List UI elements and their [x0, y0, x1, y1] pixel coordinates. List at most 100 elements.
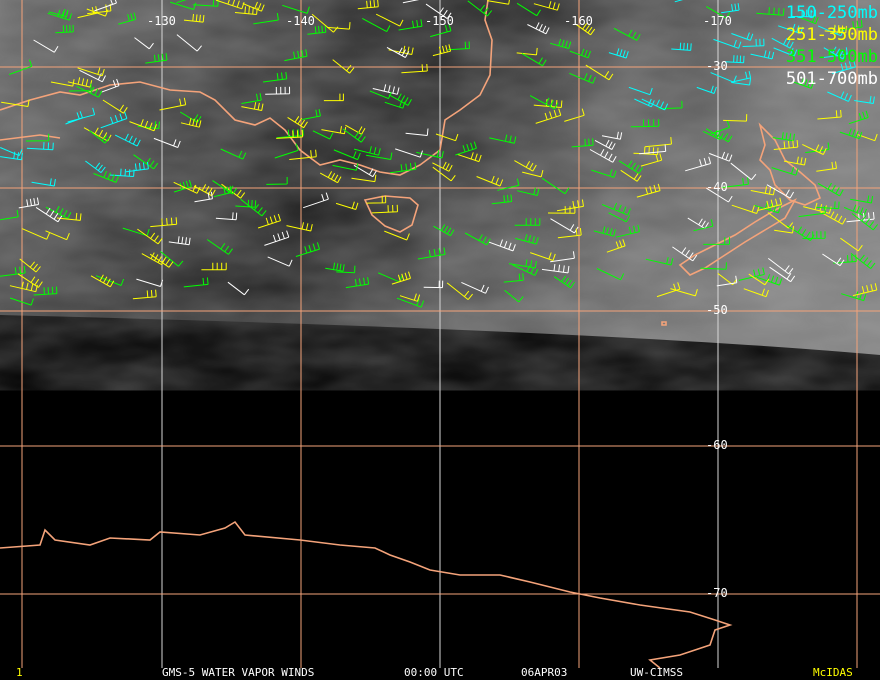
wind-barb [851, 213, 878, 231]
wind-barb [608, 48, 629, 59]
wind-barb [332, 163, 359, 171]
wind-barb [773, 47, 798, 57]
wind-barb [276, 128, 304, 139]
wind-barb [639, 144, 667, 155]
latitude-label: -70 [706, 586, 728, 600]
wind-barb [455, 141, 477, 156]
wind-barb [446, 282, 473, 300]
wind-barb [241, 102, 264, 111]
wind-barb [395, 148, 423, 158]
wind-barb [136, 278, 164, 287]
wind-barb [201, 262, 227, 271]
wind-barb [240, 198, 267, 217]
wind-barb [514, 218, 541, 226]
wind-barb [476, 175, 504, 187]
wind-barb [767, 258, 794, 275]
wind-barb [731, 204, 760, 214]
wind-barb [159, 97, 187, 111]
wind-barb [286, 222, 313, 232]
wind-barb [772, 132, 795, 142]
wind-barb [535, 108, 562, 124]
wind-barb [264, 230, 290, 246]
wind-barb [703, 237, 730, 245]
wind-barb [9, 297, 34, 306]
wind-barb [77, 67, 105, 77]
wind-barb [850, 253, 876, 269]
source-label: UW-CIMSS [630, 666, 683, 679]
wind-barb [750, 186, 776, 196]
wind-barb [423, 280, 444, 289]
wind-barb [150, 217, 178, 228]
wind-barb [822, 47, 848, 59]
wind-barb [18, 197, 40, 209]
wind-barb [93, 170, 120, 183]
wind-barb [145, 53, 168, 64]
wind-barb [798, 206, 826, 218]
wind-barb [503, 273, 524, 283]
wind-barb [183, 13, 205, 23]
wind-barb [693, 219, 714, 232]
wind-barb [850, 195, 874, 204]
wind-barb [766, 184, 795, 199]
wind-barb [464, 232, 491, 246]
wind-barb [137, 228, 163, 245]
wind-barb [345, 124, 366, 135]
wind-barb [636, 183, 661, 198]
wind-barb [168, 236, 191, 246]
wind-barb [48, 8, 69, 18]
wind-barb [215, 0, 245, 10]
wind-barb [56, 212, 82, 221]
wind-barb [267, 256, 293, 267]
wind-barb [19, 258, 41, 273]
wind-barb [848, 110, 869, 125]
wind-barb [517, 187, 540, 196]
wind-barb [17, 273, 43, 288]
wind-barb [375, 13, 404, 27]
wind-barb [841, 291, 867, 302]
wind-barb [527, 22, 550, 35]
wind-barb [591, 169, 617, 178]
wind-barb [656, 282, 681, 298]
wind-barb [8, 59, 33, 75]
wind-barb [79, 69, 106, 83]
wind-barb [839, 128, 863, 140]
wind-barb [514, 160, 537, 172]
wind-barb [353, 146, 381, 156]
wind-barb [724, 55, 745, 64]
wind-barb [824, 24, 847, 34]
australia-west-coast [0, 134, 61, 141]
wind-barb [430, 23, 452, 38]
wind-barb [852, 283, 878, 297]
longitude-label: -140 [286, 14, 315, 28]
wind-barb [257, 213, 281, 229]
wind-barb [180, 117, 202, 128]
wind-barb [235, 199, 257, 208]
latitude-label: -50 [706, 303, 728, 317]
wind-barb [630, 119, 660, 128]
wind-barb [557, 228, 582, 239]
wind-barb [234, 6, 258, 15]
wind-barb [402, 0, 420, 4]
wind-barb [541, 264, 570, 274]
wind-barb [227, 281, 250, 296]
wind-barb [94, 0, 117, 12]
wind-barb [833, 254, 857, 264]
frame-number: 1 [16, 666, 23, 679]
wind-barb [153, 137, 181, 148]
wind-barb [832, 60, 856, 74]
date-label: 06APR03 [521, 666, 568, 679]
wind-barbs [0, 0, 878, 308]
wind-barb [183, 277, 209, 288]
wind-barb [100, 78, 120, 93]
wind-barb [90, 274, 115, 288]
wind-barb [109, 168, 135, 177]
wind-barb [302, 109, 321, 120]
wind-barb [487, 0, 510, 5]
wind-barb [242, 1, 265, 12]
wind-barb [644, 137, 672, 148]
wind-barb [508, 259, 537, 269]
wind-barb [86, 8, 109, 17]
wind-barb [671, 42, 692, 51]
wind-barb [295, 242, 320, 257]
